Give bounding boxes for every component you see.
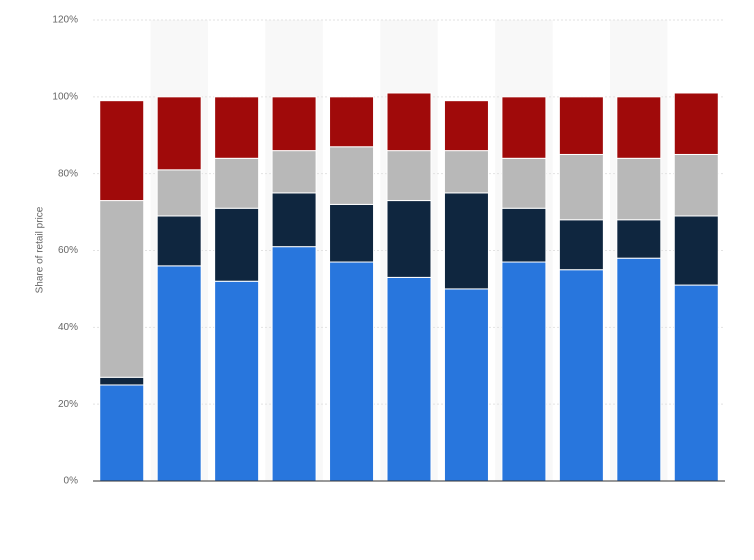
bar-segment [501,261,547,482]
bar-segment [271,150,317,194]
bar-segment [156,265,202,482]
bar-segment [443,288,489,482]
y-tick-label: 0% [64,476,79,487]
bar-segment [501,96,547,159]
bar-segment [214,207,260,282]
bar-segment [616,257,662,482]
bar-segment [443,100,489,152]
y-tick-label: 60% [58,245,78,256]
bar-segment [616,157,662,221]
bar-segment [558,219,604,271]
bar-segment [99,376,145,386]
y-tick-label: 100% [52,91,78,102]
bar-segment [156,96,202,171]
y-tick-label: 120% [52,15,78,26]
bar-segment [673,153,719,217]
bar-segment [329,261,375,482]
bar-segment [329,203,375,263]
bar-segment [271,96,317,152]
bar-segment [214,280,260,482]
bar-segment [271,192,317,248]
bar-segment [329,96,375,148]
bar-segment [386,200,432,278]
bar-segment [271,246,317,482]
bar-segment [386,92,432,152]
bar-segment [616,96,662,159]
bar-segment [386,150,432,202]
y-axis-label: Share of retail price [35,206,46,293]
bar-segment [99,200,145,378]
bar-segment [558,153,604,221]
bar-segment [156,215,202,267]
bar-segment [443,150,489,194]
bar-segment [673,92,719,155]
bar-segment [558,269,604,482]
bar-segment [386,276,432,482]
bar-segment [99,384,145,482]
bar-segment [558,96,604,155]
bar-segment [673,215,719,286]
bar-segment [329,146,375,205]
bar-segment [501,207,547,263]
y-tick-label: 80% [58,168,78,179]
bar-segment [99,100,145,202]
bar-segment [214,157,260,209]
y-tick-label: 40% [58,322,78,333]
y-tick-label: 20% [58,399,78,410]
bar-segment [156,169,202,217]
bar-segment [673,284,719,482]
bar-segment [616,219,662,259]
bar-segment [501,157,547,209]
bar-segment [443,192,489,290]
bar-segment [214,96,260,159]
